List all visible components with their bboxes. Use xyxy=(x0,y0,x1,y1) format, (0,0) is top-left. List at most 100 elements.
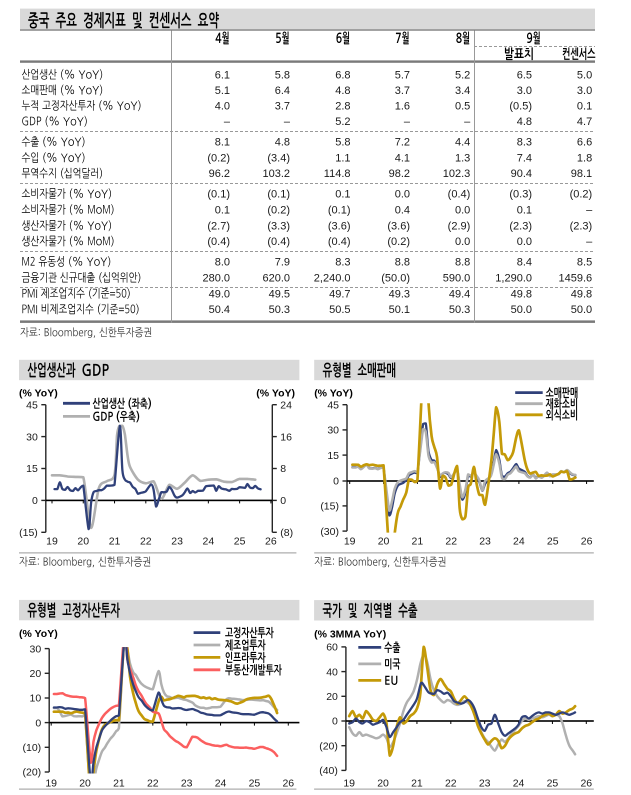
svg-text:10: 10 xyxy=(30,693,42,705)
svg-text:5.8: 5.8 xyxy=(335,137,350,149)
svg-text:–: – xyxy=(224,116,231,128)
svg-text:16: 16 xyxy=(280,431,292,443)
svg-text:0.1: 0.1 xyxy=(517,204,532,216)
svg-text:0: 0 xyxy=(332,716,338,728)
svg-text:26: 26 xyxy=(282,778,294,790)
svg-text:8.3: 8.3 xyxy=(335,256,350,268)
svg-text:–: – xyxy=(586,236,593,248)
svg-text:4.1: 4.1 xyxy=(395,153,410,165)
svg-text:24: 24 xyxy=(513,536,525,548)
svg-text:0.5: 0.5 xyxy=(455,100,470,112)
svg-text:5.2: 5.2 xyxy=(455,69,470,81)
svg-text:4.7: 4.7 xyxy=(577,116,592,128)
svg-text:20: 20 xyxy=(79,778,91,790)
svg-text:(10): (10) xyxy=(23,742,42,754)
svg-text:6.8: 6.8 xyxy=(335,69,350,81)
svg-text:50.0: 50.0 xyxy=(511,304,532,316)
svg-text:21: 21 xyxy=(412,536,424,548)
svg-text:(% YoY): (% YoY) xyxy=(19,628,58,640)
svg-text:4.4: 4.4 xyxy=(455,137,470,149)
svg-text:0: 0 xyxy=(35,717,41,729)
svg-text:0: 0 xyxy=(333,476,339,488)
svg-text:(0.1): (0.1) xyxy=(267,189,290,201)
svg-text:(% YoY): (% YoY) xyxy=(314,388,353,400)
svg-text:1,290.0: 1,290.0 xyxy=(495,272,532,284)
svg-text:3.7: 3.7 xyxy=(275,100,290,112)
svg-text:60: 60 xyxy=(326,642,338,654)
svg-text:(40): (40) xyxy=(319,765,338,777)
svg-text:(2.7): (2.7) xyxy=(207,220,230,232)
svg-text:8.8: 8.8 xyxy=(395,256,410,268)
svg-text:5.8: 5.8 xyxy=(275,69,290,81)
svg-text:19: 19 xyxy=(45,778,57,790)
svg-text:1459.6: 1459.6 xyxy=(559,272,593,284)
svg-text:0.1: 0.1 xyxy=(577,100,592,112)
svg-text:–: – xyxy=(284,116,291,128)
svg-text:6.6: 6.6 xyxy=(577,137,592,149)
svg-text:3.7: 3.7 xyxy=(395,85,410,97)
svg-text:30: 30 xyxy=(26,431,38,443)
svg-text:25: 25 xyxy=(249,778,261,790)
svg-text:21: 21 xyxy=(113,778,125,790)
svg-text:(15): (15) xyxy=(320,501,339,513)
svg-text:22: 22 xyxy=(147,778,159,790)
svg-text:280.0: 280.0 xyxy=(202,272,230,284)
svg-text:3.4: 3.4 xyxy=(455,85,470,97)
svg-text:(2.3): (2.3) xyxy=(570,220,593,232)
svg-text:0.1: 0.1 xyxy=(215,204,230,216)
svg-text:3.0: 3.0 xyxy=(577,85,592,97)
svg-text:(0.1): (0.1) xyxy=(207,189,230,201)
svg-text:8.1: 8.1 xyxy=(215,137,230,149)
svg-text:40: 40 xyxy=(326,666,338,678)
svg-text:22: 22 xyxy=(445,778,457,790)
svg-text:–: – xyxy=(404,116,411,128)
svg-text:20: 20 xyxy=(377,778,389,790)
svg-text:(0.4): (0.4) xyxy=(328,236,351,248)
svg-text:(0.4): (0.4) xyxy=(448,189,471,201)
svg-text:50.0: 50.0 xyxy=(571,304,592,316)
svg-text:(2.9): (2.9) xyxy=(448,220,471,232)
svg-text:19: 19 xyxy=(46,536,58,548)
svg-text:22: 22 xyxy=(140,536,152,548)
svg-text:26: 26 xyxy=(581,536,593,548)
svg-text:(30): (30) xyxy=(320,526,339,538)
svg-text:(0.3): (0.3) xyxy=(509,189,532,201)
svg-text:19: 19 xyxy=(343,778,355,790)
svg-text:0: 0 xyxy=(32,495,38,507)
svg-text:(0.4): (0.4) xyxy=(267,236,290,248)
svg-text:50.1: 50.1 xyxy=(389,304,410,316)
svg-text:(3.6): (3.6) xyxy=(328,220,351,232)
svg-text:8.5: 8.5 xyxy=(577,256,592,268)
svg-text:(0.2): (0.2) xyxy=(387,236,410,248)
svg-text:114.8: 114.8 xyxy=(324,168,351,180)
svg-text:25: 25 xyxy=(547,536,559,548)
svg-text:6.5: 6.5 xyxy=(517,69,532,81)
svg-text:1.6: 1.6 xyxy=(395,100,410,112)
svg-text:(% 3MMA YoY): (% 3MMA YoY) xyxy=(314,629,386,641)
svg-text:6.4: 6.4 xyxy=(275,85,290,97)
svg-text:(% YoY): (% YoY) xyxy=(256,388,295,400)
svg-text:5.7: 5.7 xyxy=(395,69,410,81)
svg-text:(3.3): (3.3) xyxy=(267,220,290,232)
svg-text:26: 26 xyxy=(265,536,277,548)
svg-text:26: 26 xyxy=(580,778,592,790)
svg-text:0.0: 0.0 xyxy=(455,204,470,216)
svg-text:23: 23 xyxy=(181,778,193,790)
svg-text:4.8: 4.8 xyxy=(275,137,290,149)
svg-text:103.2: 103.2 xyxy=(262,168,290,180)
svg-text:(20): (20) xyxy=(23,767,42,779)
svg-text:3.0: 3.0 xyxy=(517,85,532,97)
svg-text:2,240.0: 2,240.0 xyxy=(314,272,351,284)
svg-text:0.0: 0.0 xyxy=(395,189,410,201)
svg-text:50.3: 50.3 xyxy=(449,304,470,316)
svg-text:24: 24 xyxy=(280,399,292,411)
svg-text:–: – xyxy=(464,116,471,128)
svg-text:49.3: 49.3 xyxy=(389,288,410,300)
svg-text:6.1: 6.1 xyxy=(215,69,230,81)
svg-text:96.2: 96.2 xyxy=(209,168,230,180)
svg-text:21: 21 xyxy=(109,536,121,548)
svg-text:(50.0): (50.0) xyxy=(381,272,410,284)
svg-text:45: 45 xyxy=(26,399,38,411)
svg-text:19: 19 xyxy=(344,536,356,548)
svg-text:20: 20 xyxy=(77,536,89,548)
